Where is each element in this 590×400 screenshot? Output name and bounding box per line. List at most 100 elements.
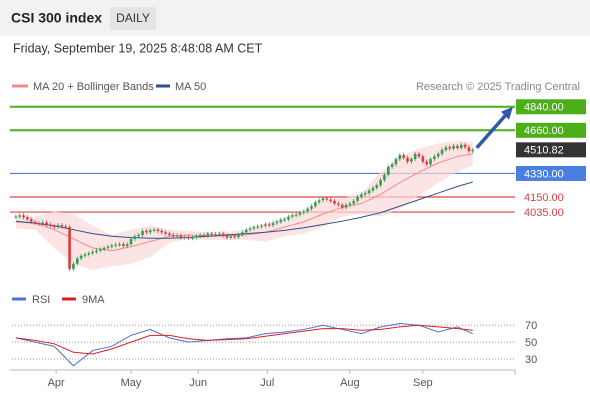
credit: Research © 2025 Trading Central bbox=[416, 81, 580, 93]
candle bbox=[95, 250, 98, 252]
level-label: 4330.00 bbox=[524, 168, 564, 180]
candle bbox=[49, 224, 52, 226]
level-label: 4660.00 bbox=[524, 125, 564, 137]
candle bbox=[271, 223, 275, 226]
candle bbox=[444, 147, 448, 150]
candle bbox=[37, 223, 41, 225]
candle bbox=[14, 216, 18, 218]
level-box bbox=[516, 142, 586, 158]
candle bbox=[410, 159, 413, 162]
candle bbox=[118, 244, 121, 246]
candle bbox=[306, 208, 309, 212]
candle bbox=[160, 231, 164, 233]
candle bbox=[72, 263, 75, 269]
candle bbox=[129, 238, 133, 245]
candle bbox=[141, 231, 144, 235]
level-label: 4510.82 bbox=[524, 145, 564, 157]
candle bbox=[133, 236, 137, 239]
candle bbox=[321, 198, 325, 201]
candle bbox=[406, 157, 409, 162]
header-bar bbox=[0, 0, 590, 36]
candle bbox=[244, 229, 248, 233]
candle bbox=[248, 228, 252, 230]
candle bbox=[471, 149, 475, 152]
candle bbox=[148, 230, 152, 233]
level-box bbox=[516, 99, 586, 115]
candle bbox=[337, 203, 340, 205]
candle bbox=[210, 233, 213, 235]
candle bbox=[283, 219, 286, 221]
candle bbox=[379, 180, 382, 186]
candle bbox=[390, 164, 394, 167]
candle bbox=[125, 244, 129, 247]
candle bbox=[233, 236, 237, 238]
forecast-arrowhead bbox=[501, 106, 513, 120]
candle bbox=[45, 222, 48, 225]
candle bbox=[137, 234, 141, 237]
candle bbox=[175, 235, 179, 237]
candle bbox=[87, 253, 91, 255]
candle bbox=[310, 206, 313, 209]
candle bbox=[252, 227, 256, 229]
candle bbox=[114, 244, 117, 246]
candle bbox=[29, 219, 33, 222]
candle bbox=[371, 187, 375, 191]
candle bbox=[279, 219, 283, 222]
level-box bbox=[516, 122, 586, 138]
candle bbox=[26, 217, 29, 220]
candle bbox=[429, 159, 432, 165]
candle bbox=[275, 221, 279, 224]
candle bbox=[22, 215, 25, 218]
candle bbox=[164, 232, 167, 234]
candle bbox=[91, 251, 94, 254]
period-chip[interactable] bbox=[110, 7, 156, 30]
candle bbox=[229, 236, 233, 238]
x-tick-label: Sep bbox=[413, 377, 433, 389]
candle bbox=[290, 215, 294, 217]
candle bbox=[383, 174, 386, 180]
candle bbox=[198, 234, 202, 237]
level-label: 4035.00 bbox=[524, 207, 564, 219]
candle bbox=[467, 147, 471, 152]
candle bbox=[456, 146, 459, 148]
date: Friday, September 19, 2025 8:48:08 AM CE… bbox=[13, 41, 263, 55]
candle bbox=[260, 225, 263, 227]
rsi-tick-label: 30 bbox=[525, 354, 537, 366]
candle bbox=[386, 166, 390, 175]
candle bbox=[218, 233, 221, 235]
candle bbox=[52, 225, 56, 228]
candle bbox=[367, 190, 371, 194]
candle bbox=[68, 227, 71, 269]
candle bbox=[171, 234, 175, 237]
candle bbox=[202, 234, 206, 236]
candle bbox=[264, 224, 267, 226]
candle bbox=[360, 194, 363, 197]
candle bbox=[463, 144, 467, 148]
candle bbox=[145, 231, 148, 233]
candle bbox=[225, 235, 229, 238]
candle bbox=[329, 199, 332, 201]
x-tick-label: May bbox=[121, 377, 142, 389]
candle bbox=[156, 229, 160, 231]
candle bbox=[206, 233, 210, 236]
candle bbox=[314, 202, 317, 207]
candle bbox=[18, 215, 21, 217]
candle bbox=[356, 197, 359, 201]
candle bbox=[363, 193, 367, 195]
candle bbox=[83, 254, 87, 256]
candle bbox=[402, 155, 405, 158]
candle bbox=[436, 153, 440, 157]
candle bbox=[256, 226, 260, 228]
candle bbox=[287, 216, 290, 220]
candle bbox=[179, 235, 183, 238]
candle bbox=[191, 237, 194, 239]
candle bbox=[398, 155, 402, 160]
x-tick-label: Apr bbox=[48, 377, 65, 389]
rsi-tick-label: 50 bbox=[525, 337, 537, 349]
candle bbox=[421, 156, 425, 162]
candle bbox=[221, 233, 225, 236]
candle bbox=[352, 200, 356, 204]
candle bbox=[195, 236, 198, 238]
x-tick-label: Aug bbox=[340, 377, 360, 389]
